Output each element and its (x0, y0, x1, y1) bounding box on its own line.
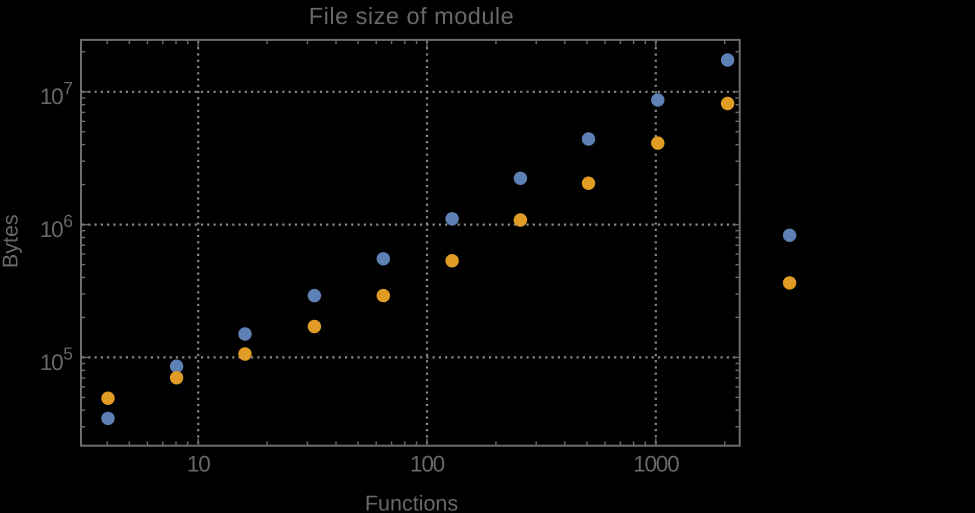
svg-text:7: 7 (63, 78, 73, 98)
svg-text:Bytes: Bytes (0, 214, 23, 268)
svg-text:10: 10 (187, 452, 210, 477)
svg-text:10: 10 (40, 350, 63, 375)
svg-text:100: 100 (410, 452, 445, 477)
svg-text:1000: 1000 (633, 452, 679, 477)
svg-text:6: 6 (63, 211, 73, 231)
svg-text:Functions: Functions (365, 492, 458, 513)
svg-text:10: 10 (40, 84, 63, 109)
svg-text:10: 10 (40, 217, 63, 242)
svg-text:File size of module: File size of module (309, 3, 514, 29)
svg-text:5: 5 (63, 344, 73, 364)
